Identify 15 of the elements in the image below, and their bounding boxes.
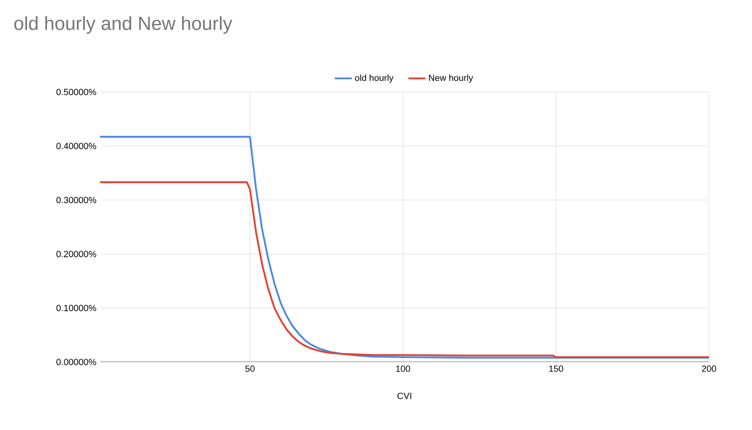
y-tick-label: 0.00000%	[56, 358, 96, 366]
x-tick-label: 200	[702, 366, 716, 372]
y-tick-label: 0.20000%	[56, 250, 96, 258]
x-tick-label: 100	[396, 366, 410, 372]
line-series	[100, 181, 710, 358]
x-tick-label: 50	[245, 366, 255, 372]
y-tick-label: 0.40000%	[56, 142, 96, 150]
y-tick-label: 0.50000%	[56, 88, 96, 96]
x-axis-title: CVI	[397, 392, 412, 400]
x-tick-label: 150	[549, 366, 564, 372]
y-tick-label: 0.10000%	[56, 304, 96, 312]
chart-title: old hourly and New hourly	[14, 16, 232, 34]
legend-label: old hourly	[355, 74, 394, 83]
y-tick-label: 0.30000%	[56, 196, 96, 204]
legend-label: New hourly	[429, 74, 474, 83]
